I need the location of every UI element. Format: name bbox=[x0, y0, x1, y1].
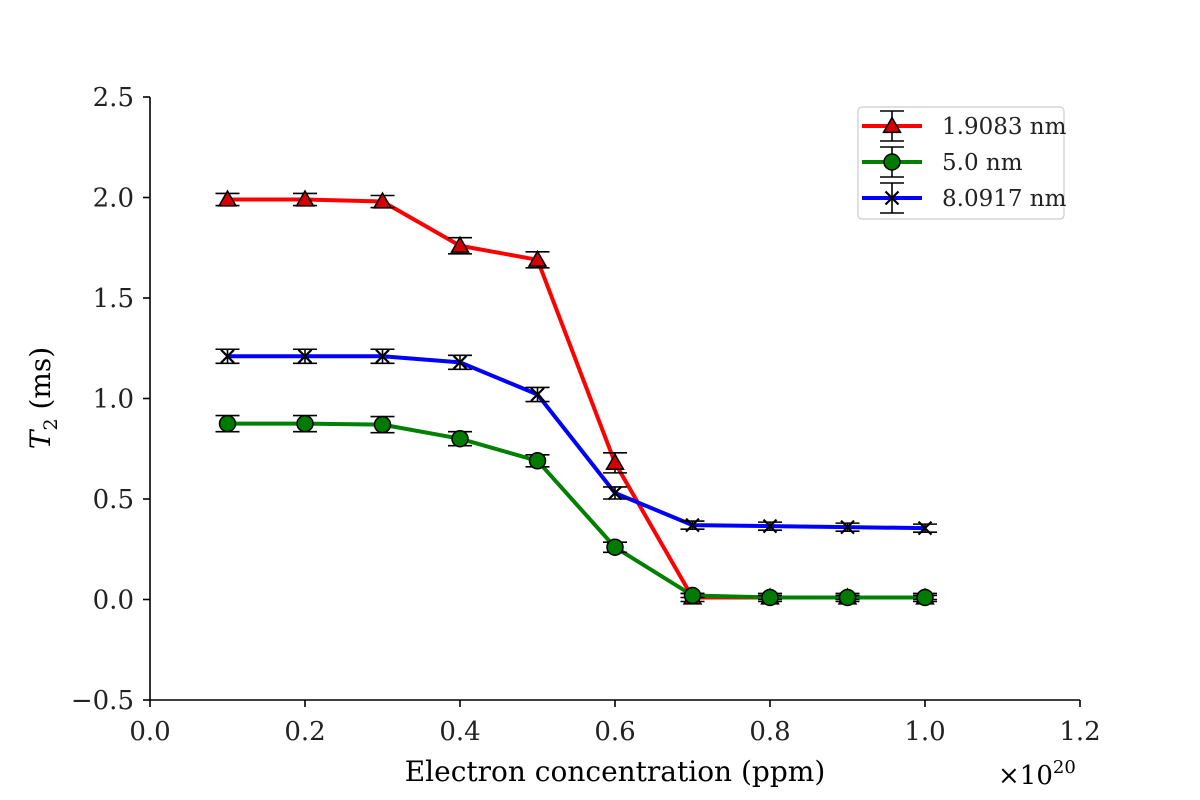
y-axis-label-unit: (ms) bbox=[24, 347, 57, 419]
legend-marker bbox=[882, 115, 902, 134]
data-point bbox=[220, 349, 235, 364]
data-point bbox=[296, 414, 314, 433]
series-line bbox=[227, 354, 926, 531]
x-tick-label: 1.2 bbox=[1059, 717, 1100, 747]
data-point bbox=[607, 485, 623, 501]
y-tick-label: 2.0 bbox=[93, 184, 134, 214]
data-point bbox=[917, 520, 933, 536]
series-2 bbox=[215, 348, 937, 536]
series-layer bbox=[215, 189, 937, 607]
y-axis-label-subscript: 2 bbox=[40, 418, 62, 430]
data-point bbox=[683, 586, 702, 605]
y-tick-label: 0.0 bbox=[93, 586, 134, 616]
x-tick-label: 0.4 bbox=[439, 717, 480, 747]
x-tick-label: 0.8 bbox=[749, 717, 790, 747]
legend-item: 8.0917 nm bbox=[862, 182, 1067, 214]
series-line bbox=[227, 197, 925, 600]
axes: 0.0 0.2 0.4 0.6 0.8 1.0 1.2−0.50.00.51.01.52.0… bbox=[71, 83, 1101, 747]
legend-item: 1.9083 nm bbox=[862, 110, 1067, 142]
data-point bbox=[606, 538, 624, 556]
y-tick-label: −0.5 bbox=[71, 686, 134, 716]
x-tick-label: 0.0 bbox=[129, 717, 170, 747]
x-axis-label: Electron concentration (ppm) bbox=[405, 755, 826, 788]
y-tick-label: 1.5 bbox=[93, 284, 134, 314]
legend-marker bbox=[884, 190, 900, 206]
legend-item: 5.0 nm bbox=[862, 146, 1023, 178]
data-point bbox=[761, 588, 779, 607]
data-point bbox=[372, 191, 393, 209]
data-point bbox=[373, 415, 392, 434]
y-tick-label: 2.5 bbox=[93, 83, 134, 113]
data-point bbox=[450, 235, 470, 253]
x-tick-label: 1.0 bbox=[904, 717, 945, 747]
legend-label: 8.0917 nm bbox=[942, 186, 1067, 212]
legend: 1.9083 nm 5.0 nm 8.0917 nm bbox=[857, 106, 1067, 220]
legend-label: 1.9083 nm bbox=[942, 114, 1067, 140]
data-point bbox=[297, 349, 313, 364]
y-axis-label-symbol: T bbox=[24, 428, 57, 449]
data-point bbox=[916, 588, 934, 607]
series-1 bbox=[215, 414, 937, 607]
data-point bbox=[685, 517, 700, 533]
data-point bbox=[527, 249, 548, 267]
data-point bbox=[217, 189, 238, 207]
y-axis-label: T2 (ms) bbox=[24, 347, 62, 449]
legend-box bbox=[857, 106, 1065, 220]
x-tick-label: 0.2 bbox=[284, 717, 325, 747]
data-point bbox=[840, 519, 855, 535]
legend-label: 5.0 nm bbox=[942, 150, 1023, 176]
y-tick-label: 0.5 bbox=[93, 485, 134, 515]
y-tick-label: 1.0 bbox=[93, 385, 134, 415]
data-point bbox=[605, 452, 625, 470]
series-line bbox=[227, 421, 925, 600]
data-point bbox=[838, 588, 857, 607]
data-point bbox=[762, 518, 778, 534]
data-point bbox=[295, 189, 315, 207]
x-axis-multiplier-base: ×10 bbox=[998, 761, 1053, 791]
data-point bbox=[528, 452, 547, 470]
legend-marker bbox=[883, 153, 901, 171]
x-axis-multiplier: ×1020 bbox=[998, 757, 1076, 791]
data-point bbox=[452, 355, 468, 370]
series-0 bbox=[215, 189, 937, 605]
data-point bbox=[375, 349, 390, 364]
x-axis-multiplier-exponent: 20 bbox=[1053, 757, 1076, 778]
data-point bbox=[530, 387, 545, 402]
data-point bbox=[218, 414, 237, 433]
x-tick-label: 0.6 bbox=[594, 717, 635, 747]
data-point bbox=[451, 429, 469, 448]
